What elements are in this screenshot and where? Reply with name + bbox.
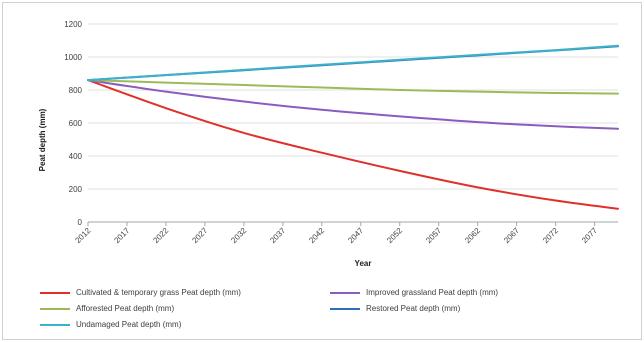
legend-swatch [330, 307, 360, 310]
x-tick-label: 2017 [112, 226, 131, 245]
series-line-4 [87, 44, 619, 82]
legend-label: Improved grassland Peat depth (mm) [366, 288, 499, 297]
legend-item: Undamaged Peat depth (mm) [40, 320, 181, 329]
gridlines [88, 23, 618, 190]
series-lines [87, 44, 619, 210]
legend-label: Afforested Peat depth (mm) [76, 304, 175, 313]
x-tick-label: 2047 [346, 226, 365, 245]
y-tick-label: 1000 [64, 53, 82, 62]
y-tick-label: 800 [69, 86, 83, 95]
x-tick-label: 2042 [307, 226, 326, 245]
series-line-2 [87, 79, 619, 95]
series-line-0 [87, 79, 619, 210]
x-tick-label: 2077 [580, 226, 599, 245]
axes: 0 200 400 600 800 1000 1200 2012 2017 2022 2027 203… [64, 20, 618, 245]
x-tick-label: 2067 [502, 226, 521, 245]
y-axis-title: Peat depth (mm) [38, 108, 47, 171]
y-tick-label: 200 [69, 185, 83, 194]
y-tick-label: 1200 [64, 20, 82, 29]
x-tick-label: 2032 [229, 226, 248, 245]
legend-label: Cultivated & temporary grass Peat depth … [76, 288, 241, 297]
legend-item: Improved grassland Peat depth (mm) [330, 288, 498, 297]
x-tick-label: 2062 [463, 226, 482, 245]
x-tick-label: 2037 [268, 226, 287, 245]
x-tick-label: 2052 [385, 226, 404, 245]
x-tick-label: 2022 [151, 226, 170, 245]
legend-label: Restored Peat depth (mm) [366, 304, 461, 313]
x-axis-title: Year [355, 259, 372, 268]
legend-swatch [330, 291, 360, 294]
x-tick-label: 2012 [73, 226, 92, 245]
series-line-1 [87, 79, 619, 130]
x-tick-label: 2057 [424, 226, 443, 245]
y-tick-label: 600 [69, 119, 83, 128]
legend-item: Afforested Peat depth (mm) [40, 304, 174, 313]
x-tick-label: 2027 [190, 226, 209, 245]
y-tick-label: 0 [78, 218, 83, 227]
legend-item: Cultivated & temporary grass Peat depth … [40, 288, 241, 297]
y-tick-label: 400 [69, 152, 83, 161]
x-tick-label: 2072 [541, 226, 560, 245]
legend-swatch [40, 291, 70, 294]
legend: Cultivated & temporary grass Peat depth … [40, 288, 620, 338]
legend-item: Restored Peat depth (mm) [330, 304, 460, 313]
legend-swatch [40, 307, 70, 310]
legend-swatch [40, 323, 70, 326]
legend-label: Undamaged Peat depth (mm) [76, 320, 182, 329]
